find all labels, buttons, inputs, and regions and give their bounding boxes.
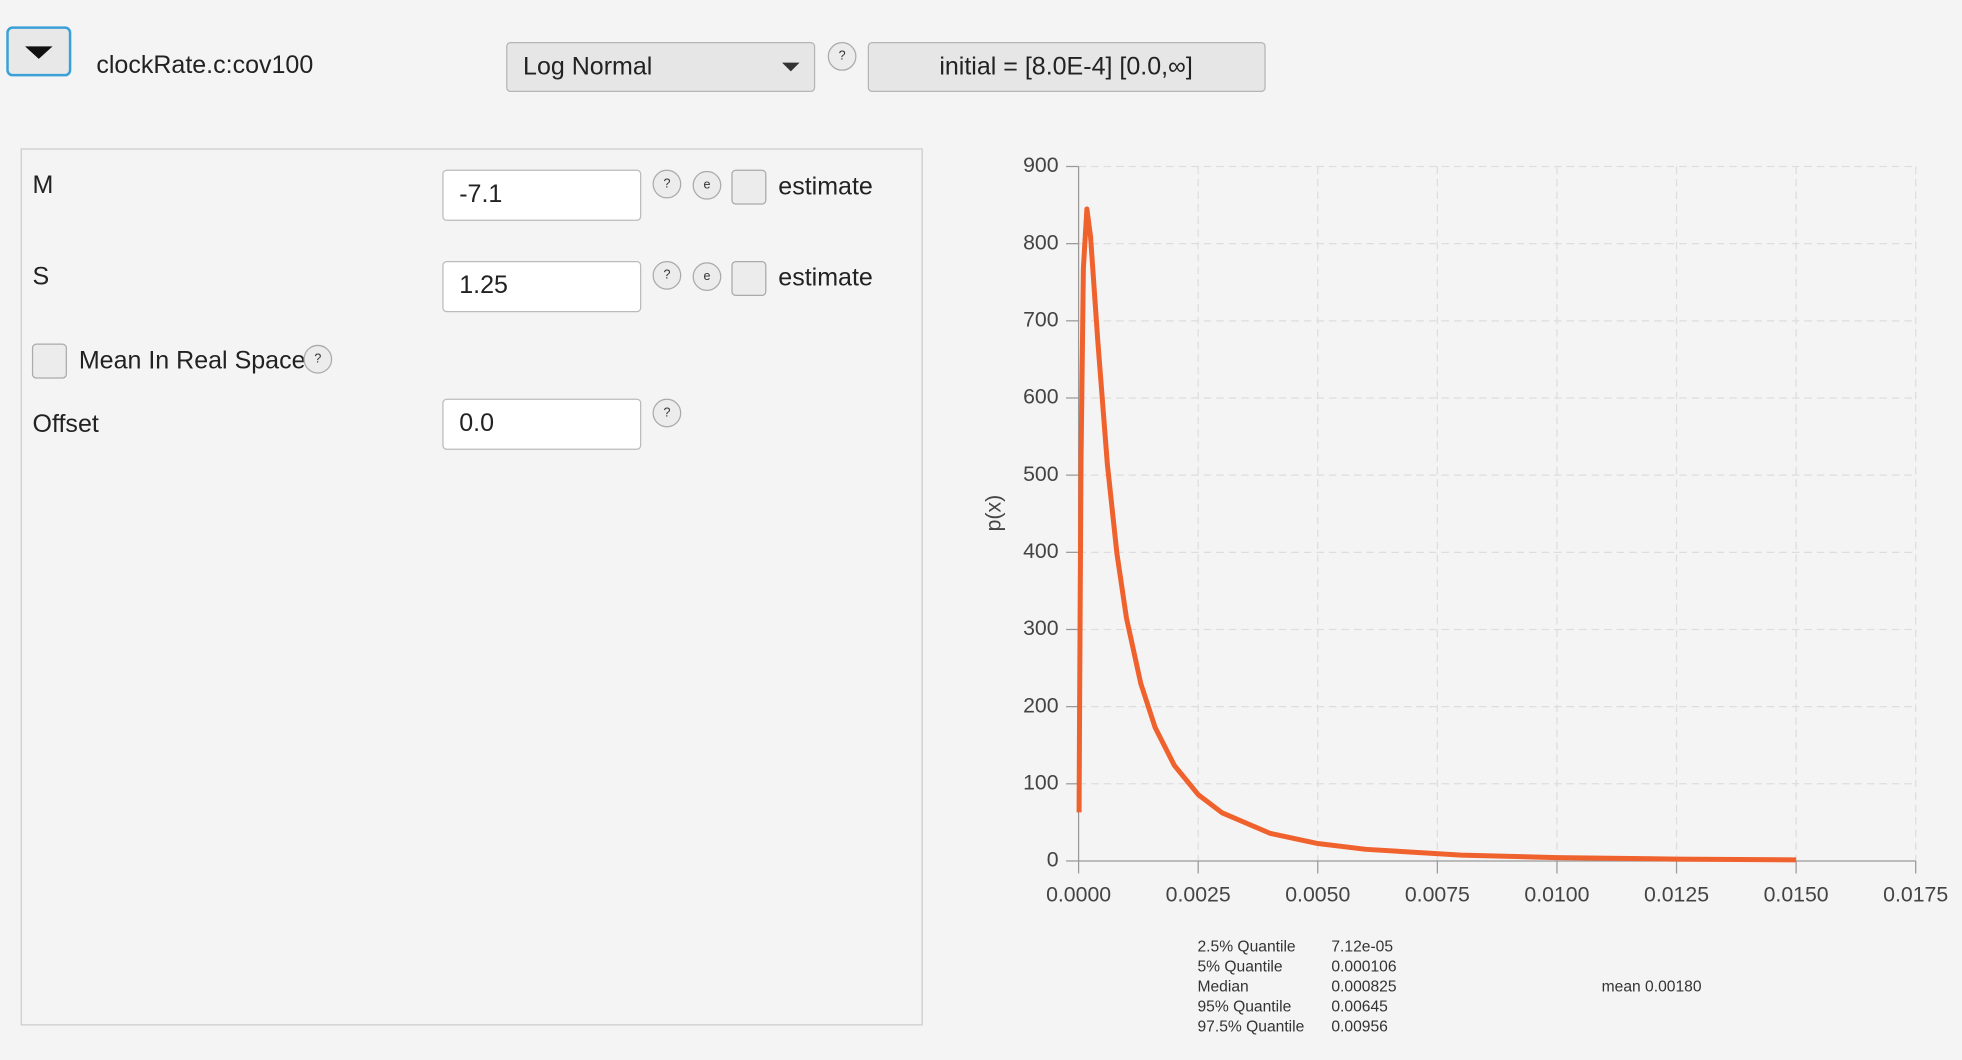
estimate-label: estimate <box>778 264 873 292</box>
y-tick-label: 100 <box>1023 770 1058 794</box>
estimate-checkbox[interactable] <box>731 260 767 297</box>
y-tick-label: 700 <box>1023 307 1058 331</box>
initial-value: initial = [8.0E-4] [0.0,∞] <box>939 52 1193 80</box>
parameter-name: clockRate.c:cov100 <box>96 51 313 79</box>
estimate-checkbox[interactable] <box>731 169 767 205</box>
quantile-value: 0.000825 <box>1331 978 1396 995</box>
y-tick-label: 0 <box>1047 848 1059 872</box>
y-axis-label: p(x) <box>981 495 1005 532</box>
edit-button[interactable] <box>692 170 722 200</box>
quantile-value: 0.00956 <box>1331 1019 1387 1036</box>
help-icon: ? <box>314 351 321 365</box>
quantile-label: 97.5% Quantile <box>1197 1019 1304 1036</box>
x-tick-label: 0.0050 <box>1285 883 1350 907</box>
estimate-label: estimate <box>778 172 873 200</box>
param-input[interactable] <box>442 169 642 221</box>
x-tick-label: 0.0025 <box>1166 883 1231 907</box>
param-value: -7.1 <box>459 180 502 208</box>
quantile-label: 5% Quantile <box>1197 958 1282 975</box>
quantile-value: 0.000106 <box>1331 958 1396 975</box>
param-label: S <box>33 262 50 290</box>
help-icon: ? <box>839 49 846 63</box>
offset-label: Offset <box>33 410 99 438</box>
x-tick-label: 0.0075 <box>1405 883 1470 907</box>
quantile-label: Median <box>1197 978 1248 995</box>
edit-icon: e <box>703 269 710 283</box>
param-label: M <box>33 171 54 199</box>
help-icon: ? <box>663 176 670 190</box>
x-tick-label: 0.0175 <box>1883 883 1948 907</box>
y-tick-label: 600 <box>1023 385 1058 409</box>
x-tick-label: 0.0125 <box>1644 883 1709 907</box>
y-tick-label: 300 <box>1023 616 1058 640</box>
dropdown-value: Log Normal <box>523 52 652 80</box>
density-line <box>1076 206 1797 863</box>
quantile-label: 95% Quantile <box>1197 998 1291 1015</box>
x-tick-label: 0.0000 <box>1046 883 1111 907</box>
quantile-value: 0.00645 <box>1331 998 1388 1015</box>
dropdown-frame[interactable] <box>506 42 816 93</box>
arrow-icon <box>25 46 53 59</box>
y-tick-label: 900 <box>1023 153 1058 177</box>
collapse-button[interactable] <box>6 26 72 77</box>
y-tick-label: 800 <box>1023 230 1058 254</box>
help-button[interactable] <box>652 260 682 290</box>
help-button[interactable] <box>652 169 682 199</box>
y-tick-label: 500 <box>1023 462 1058 486</box>
param-input[interactable] <box>442 260 642 313</box>
quantile-value: 7.12e-05 <box>1331 938 1393 955</box>
help-button[interactable] <box>652 398 682 428</box>
real-space-label: Mean In Real Space <box>79 346 306 374</box>
help-button[interactable] <box>303 344 333 374</box>
help-button[interactable] <box>827 42 857 71</box>
density-chart: 0 100 200 300 400 500 600 700 800 900 0.0000 0.0025… <box>1023 153 1948 906</box>
edit-icon: e <box>703 178 710 192</box>
real-space-checkbox[interactable] <box>31 343 67 379</box>
edit-button[interactable] <box>692 262 722 292</box>
initial-button[interactable] <box>867 42 1266 93</box>
dropdown-arrow <box>782 62 800 72</box>
mean-label: mean 0.00180 <box>1602 978 1702 995</box>
y-tick-label: 200 <box>1023 693 1058 717</box>
y-tick-label: 400 <box>1023 539 1058 563</box>
x-tick-label: 0.0150 <box>1764 883 1829 907</box>
help-icon: ? <box>663 405 670 419</box>
help-icon: ? <box>663 268 670 282</box>
distribution-dropdown[interactable]: Log Normal <box>506 42 816 93</box>
quantile-label: 2.5% Quantile <box>1197 938 1295 955</box>
param-value: 1.25 <box>459 271 508 299</box>
x-tick-label: 0.0100 <box>1524 883 1589 907</box>
offset-value: 0.0 <box>459 409 494 437</box>
offset-input[interactable] <box>442 398 642 450</box>
parameter-panel <box>20 148 923 1026</box>
